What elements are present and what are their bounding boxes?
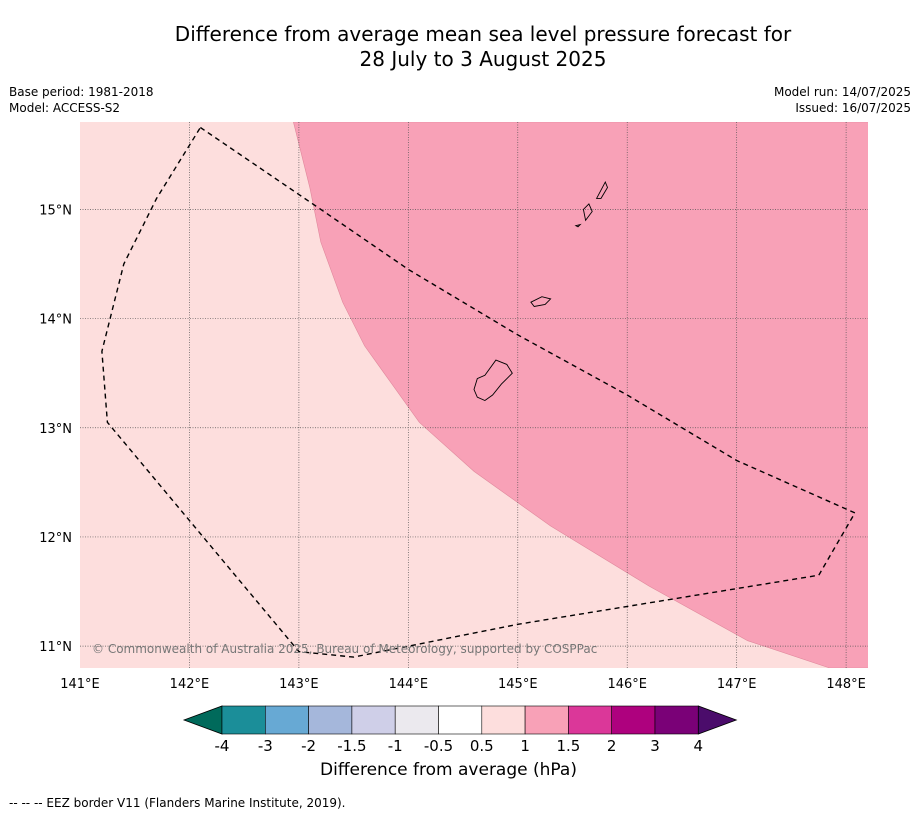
eez-footnote: -- -- -- EEZ border V11 (Flanders Marine…: [9, 796, 346, 810]
lat-tick-label: 11°N: [39, 640, 72, 655]
colorbar-extend-high: [697, 705, 738, 735]
colorbar-tick-label: -1: [388, 737, 403, 755]
colorbar-bin: [654, 705, 699, 735]
island-aguijan: [574, 223, 582, 228]
lon-tick-label: 141°E: [60, 677, 100, 692]
colorbar-tick-label: 1.5: [556, 737, 580, 755]
meta-left: Base period: 1981-2018 Model: ACCESS-S2: [9, 84, 154, 116]
colorbar-bin: [394, 705, 439, 735]
lat-tick-label: 14°N: [39, 313, 72, 328]
base-period: Base period: 1981-2018: [9, 85, 154, 99]
region-1-to-1_5: [293, 122, 868, 668]
lon-tick-label: 148°E: [826, 677, 866, 692]
colorbar-tick-label: -2: [301, 737, 316, 755]
colorbar-tick-label: 4: [694, 737, 704, 755]
colorbar-tick-label: -4: [215, 737, 230, 755]
eez-border: [101, 126, 856, 658]
colorbar-bin: [308, 705, 353, 735]
issued-date: Issued: 16/07/2025: [795, 101, 911, 115]
meta-right: Model run: 14/07/2025 Issued: 16/07/2025: [774, 84, 911, 116]
lon-tick-label: 145°E: [498, 677, 538, 692]
colorbar-tick-label: -0.5: [424, 737, 453, 755]
map-title: Difference from average mean sea level p…: [0, 22, 919, 72]
title-line-2: 28 July to 3 August 2025: [359, 47, 607, 71]
colorbar-bin: [568, 705, 613, 735]
colorbar-tick-label: 2: [607, 737, 617, 755]
colorbar-bin: [524, 705, 569, 735]
colorbar-title: Difference from average (hPa): [320, 760, 577, 780]
island-tinian: [582, 203, 593, 222]
island-saipan: [595, 181, 609, 199]
lon-tick-label: 144°E: [389, 677, 429, 692]
lon-tick-label: 143°E: [279, 677, 319, 692]
island-rota: [530, 296, 552, 307]
lat-tick-label: 12°N: [39, 531, 72, 546]
colorbar-extend-low: [182, 705, 223, 735]
colorbar-tick-label: 3: [650, 737, 660, 755]
colorbar-bin: [264, 705, 309, 735]
colorbar-bin: [481, 705, 526, 735]
lat-tick-label: 13°N: [39, 422, 72, 437]
lon-tick-label: 142°E: [170, 677, 210, 692]
title-line-1: Difference from average mean sea level p…: [174, 22, 792, 46]
lat-tick-label: 15°N: [39, 203, 72, 218]
copyright-watermark: © Commonwealth of Australia 2025, Bureau…: [92, 642, 597, 656]
lon-tick-label: 147°E: [717, 677, 757, 692]
colorbar-tick-label: 1: [520, 737, 530, 755]
colorbar-bin: [438, 705, 483, 735]
lon-tick-label: 146°E: [607, 677, 647, 692]
model-run: Model run: 14/07/2025: [773, 85, 911, 99]
model-name: Model: ACCESS-S2: [9, 101, 121, 115]
island-guam: [473, 359, 513, 402]
colorbar-bin: [351, 705, 396, 735]
colorbar-tick-label: -1.5: [337, 737, 366, 755]
colorbar-bin: [221, 705, 266, 735]
colorbar-tick-label: -3: [258, 737, 273, 755]
colorbar-bin: [611, 705, 656, 735]
colorbar-tick-label: 0.5: [470, 737, 494, 755]
